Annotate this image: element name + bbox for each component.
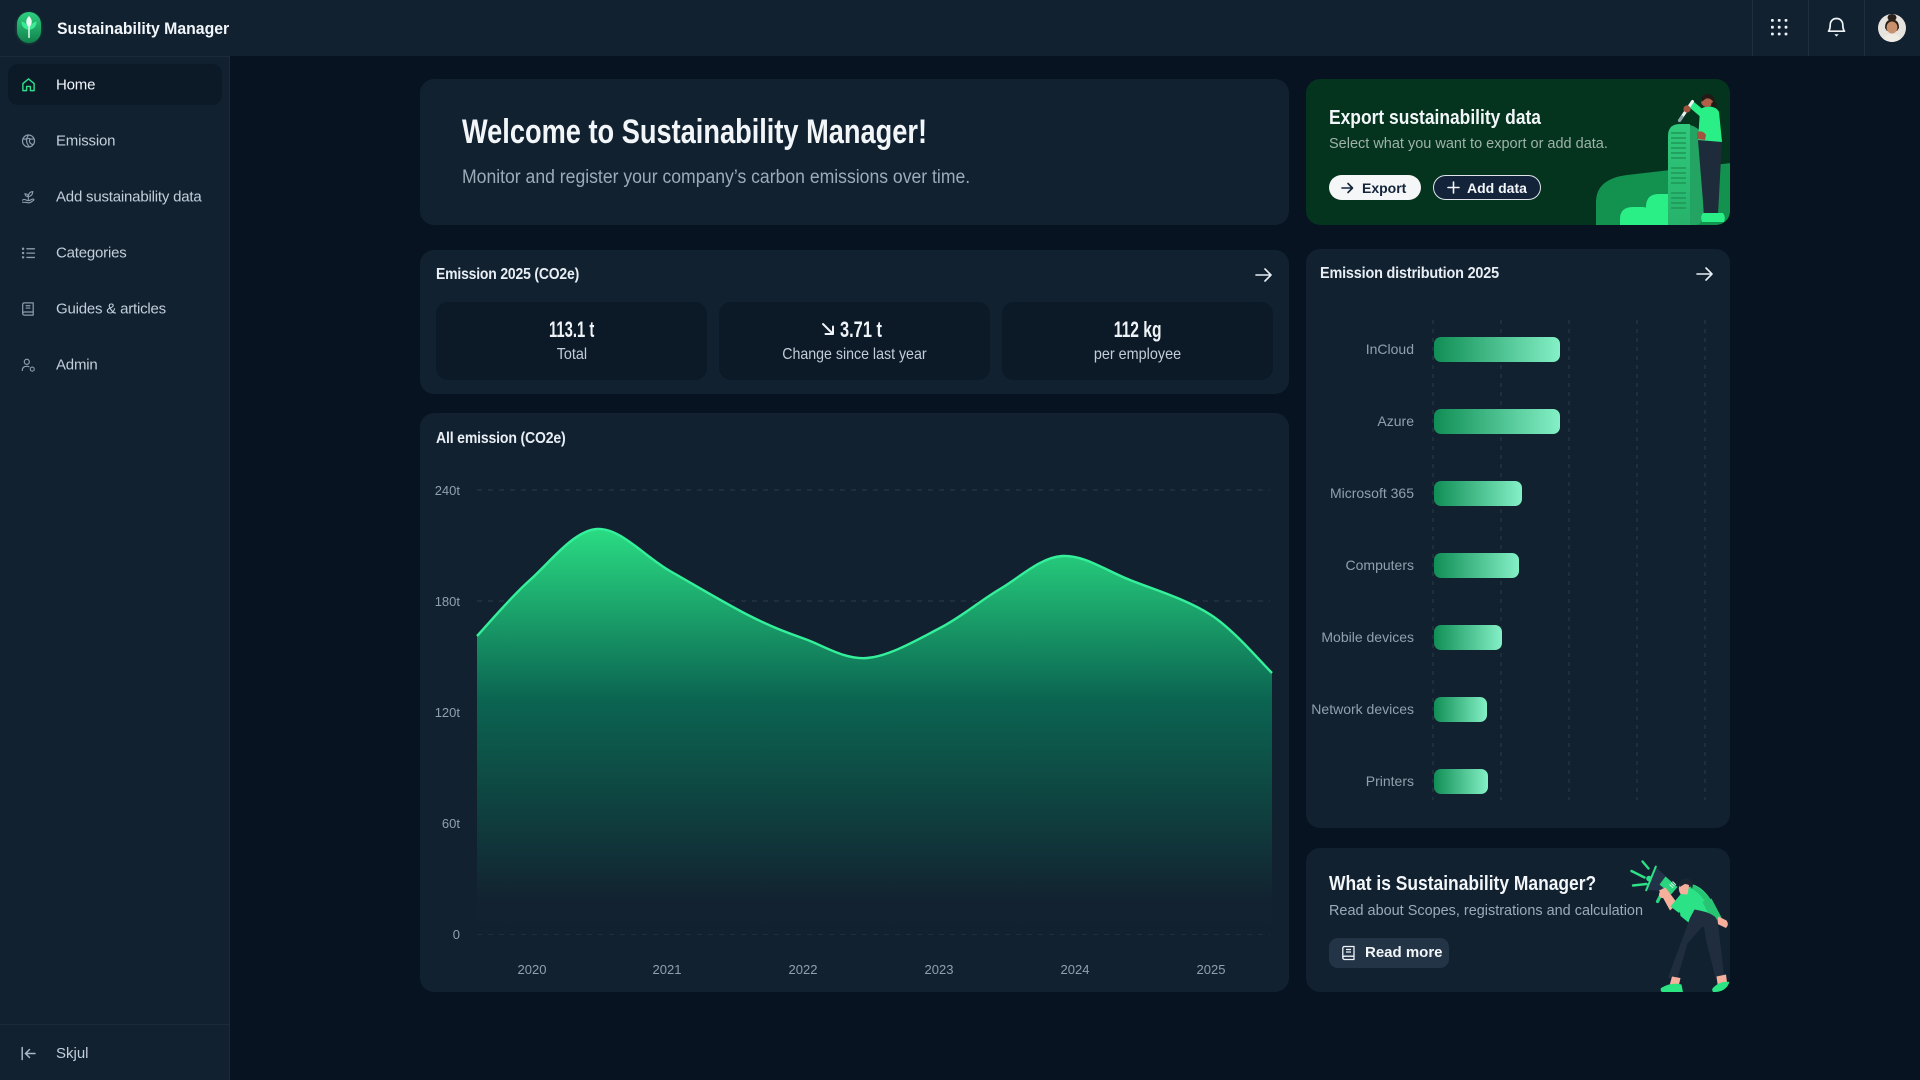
svg-text:240t: 240t	[435, 483, 461, 498]
svg-text:2021: 2021	[653, 962, 682, 977]
svg-text:2025: 2025	[1197, 962, 1226, 977]
svg-text:Printers: Printers	[1366, 773, 1414, 789]
svg-text:Computers: Computers	[1346, 557, 1414, 573]
svg-text:2024: 2024	[1061, 962, 1090, 977]
svg-text:60t: 60t	[442, 816, 460, 831]
svg-text:2022: 2022	[789, 962, 818, 977]
svg-text:180t: 180t	[435, 594, 461, 609]
svg-text:Network devices: Network devices	[1311, 701, 1414, 717]
svg-text:InCloud: InCloud	[1366, 341, 1414, 357]
svg-text:Azure: Azure	[1377, 413, 1414, 429]
svg-text:0: 0	[453, 927, 460, 942]
svg-text:2020: 2020	[518, 962, 547, 977]
svg-text:120t: 120t	[435, 705, 461, 720]
svg-text:Mobile devices: Mobile devices	[1321, 629, 1414, 645]
svg-text:Microsoft 365: Microsoft 365	[1330, 485, 1414, 501]
svg-text:2023: 2023	[925, 962, 954, 977]
